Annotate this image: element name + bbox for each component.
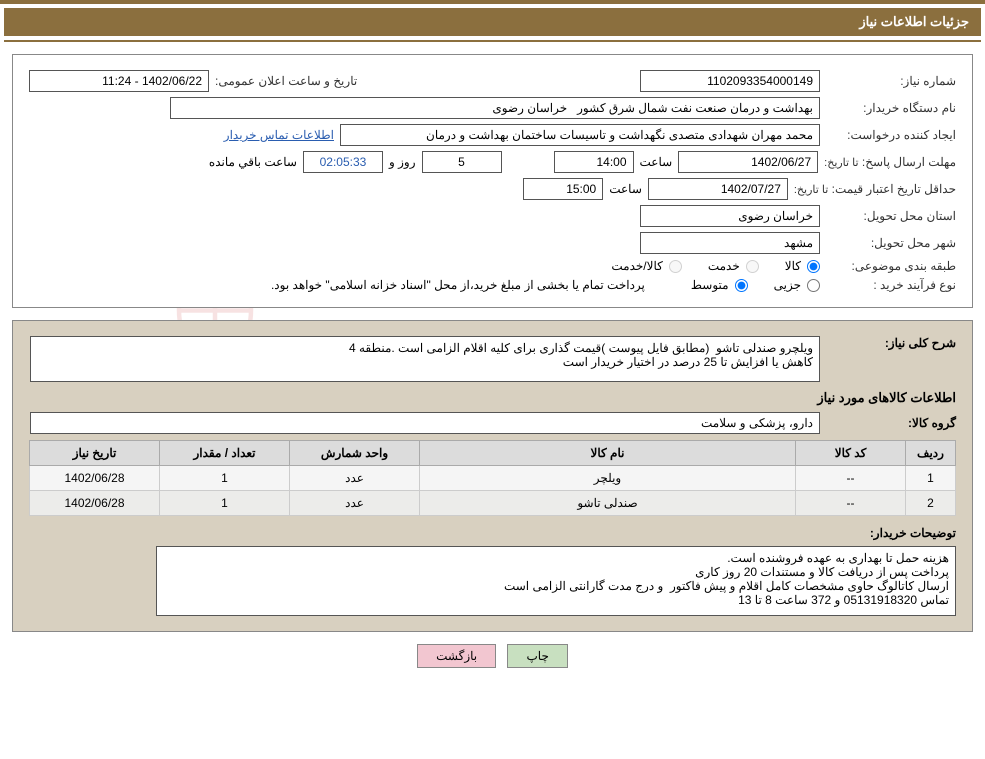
cell-unit: عدد [290, 491, 420, 516]
subject-radio-group: کالا خدمت کالا/خدمت [591, 259, 820, 273]
reply-time-field[interactable] [554, 151, 634, 173]
purchase-type-label: نوع فرآیند خرید : [826, 278, 956, 292]
subject-class-label: طبقه بندی موضوعی: [826, 259, 956, 273]
back-button[interactable]: بازگشت [417, 644, 496, 668]
public-date-field[interactable] [29, 70, 209, 92]
cell-name: صندلی تاشو [420, 491, 796, 516]
radio-service-label: خدمت [708, 259, 740, 273]
radio-goods-label: کالا [785, 259, 801, 273]
radio-goods-service-label: کالا/خدمت [611, 259, 662, 273]
purchase-note: پرداخت تمام یا بخشی از مبلغ خرید،از محل … [271, 278, 645, 292]
col-unit: واحد شمارش [290, 441, 420, 466]
details-panel: شرح کلی نیاز: اطلاعات کالاهای مورد نیاز … [12, 320, 973, 632]
buyer-notes-textarea[interactable] [156, 546, 956, 616]
days-and-label: روز و [389, 155, 416, 169]
requester-field[interactable] [340, 124, 820, 146]
buyer-org-label: نام دستگاه خریدار: [826, 101, 956, 115]
desc-label: شرح کلی نیاز: [826, 336, 956, 350]
button-row: چاپ بازگشت [0, 644, 985, 668]
col-qty: تعداد / مقدار [160, 441, 290, 466]
cell-date: 1402/06/28 [30, 466, 160, 491]
col-date: تاریخ نیاز [30, 441, 160, 466]
cell-date: 1402/06/28 [30, 491, 160, 516]
requester-label: ایجاد کننده درخواست: [826, 128, 956, 142]
city-field[interactable] [640, 232, 820, 254]
price-time-field[interactable] [523, 178, 603, 200]
days-remaining-field[interactable] [422, 151, 502, 173]
group-label: گروه کالا: [826, 416, 956, 430]
radio-medium-label: متوسط [691, 278, 729, 292]
province-field[interactable] [640, 205, 820, 227]
table-row: 1 -- ویلچر عدد 1 1402/06/28 [30, 466, 956, 491]
col-name: نام کالا [420, 441, 796, 466]
buyer-notes-label: توضیحات خریدار: [826, 526, 956, 540]
group-field[interactable] [30, 412, 820, 434]
cell-qty: 1 [160, 491, 290, 516]
time-label-1: ساعت [640, 155, 673, 169]
cell-idx: 2 [906, 491, 956, 516]
desc-textarea[interactable] [30, 336, 820, 382]
col-code: کد کالا [796, 441, 906, 466]
cell-idx: 1 [906, 466, 956, 491]
need-no-field[interactable] [640, 70, 820, 92]
radio-partial-label: جزیی [774, 278, 801, 292]
items-section-title: اطلاعات کالاهای مورد نیاز [29, 390, 956, 406]
col-row: ردیف [906, 441, 956, 466]
page-title: جزئیات اطلاعات نیاز [859, 14, 969, 29]
items-table: ردیف کد کالا نام کالا واحد شمارش تعداد /… [29, 440, 956, 516]
buyer-contact-link[interactable]: اطلاعات تماس خریدار [224, 128, 334, 142]
radio-goods[interactable] [807, 260, 820, 273]
remaining-label: ساعت باقي مانده [209, 155, 297, 169]
cell-unit: عدد [290, 466, 420, 491]
cell-name: ویلچر [420, 466, 796, 491]
purchase-type-radio-group: جزیی متوسط [671, 278, 820, 292]
cell-code: -- [796, 491, 906, 516]
info-panel: شماره نیاز: تاریخ و ساعت اعلان عمومی: نا… [12, 54, 973, 308]
page-header: جزئیات اطلاعات نیاز [4, 8, 981, 36]
reply-date-field[interactable] [678, 151, 818, 173]
radio-medium[interactable] [735, 279, 748, 292]
radio-goods-service[interactable] [669, 260, 682, 273]
print-button[interactable]: چاپ [507, 644, 567, 668]
price-date-field[interactable] [648, 178, 788, 200]
time-label-2: ساعت [609, 182, 642, 196]
price-validity-label: حداقل تاریخ اعتبار قیمت: تا تاریخ: [794, 182, 956, 196]
cell-qty: 1 [160, 466, 290, 491]
reply-deadline-label: مهلت ارسال پاسخ: تا تاریخ: [824, 155, 956, 169]
radio-service[interactable] [746, 260, 759, 273]
table-row: 2 -- صندلی تاشو عدد 1 1402/06/28 [30, 491, 956, 516]
public-date-label: تاریخ و ساعت اعلان عمومی: [215, 74, 357, 88]
countdown-field[interactable] [303, 151, 383, 173]
city-label: شهر محل تحویل: [826, 236, 956, 250]
need-no-label: شماره نیاز: [826, 74, 956, 88]
radio-partial[interactable] [807, 279, 820, 292]
buyer-org-field[interactable] [170, 97, 820, 119]
cell-code: -- [796, 466, 906, 491]
province-label: استان محل تحویل: [826, 209, 956, 223]
